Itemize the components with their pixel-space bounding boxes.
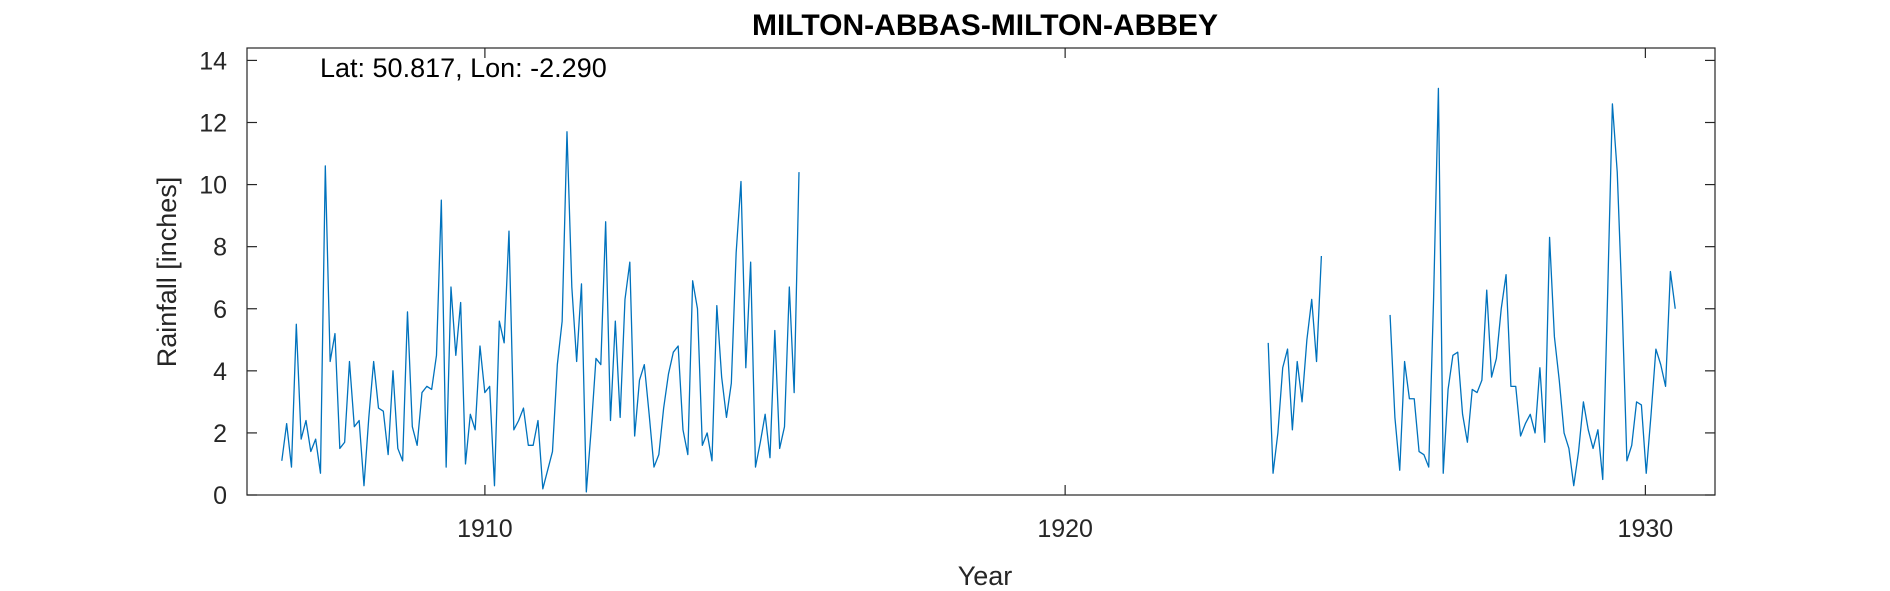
rainfall-line-segment-2 bbox=[1267, 255, 1323, 474]
y-tick-label: 14 bbox=[199, 47, 227, 75]
x-tick-label: 1930 bbox=[1618, 515, 1674, 543]
rainfall-line-segment-3 bbox=[1389, 87, 1676, 487]
rainfall-line-segment-1 bbox=[281, 131, 800, 493]
y-tick-label: 10 bbox=[199, 172, 227, 200]
chart-title: MILTON-ABBAS-MILTON-ABBEY bbox=[752, 9, 1218, 42]
y-tick-label: 12 bbox=[199, 110, 227, 138]
x-axis-label: Year bbox=[958, 561, 1013, 591]
y-tick-label: 0 bbox=[213, 482, 227, 510]
location-annotation: Lat: 50.817, Lon: -2.290 bbox=[320, 53, 607, 83]
axis-ticks: 0 2 4 6 8 10 12 14 1910 1920 1930 bbox=[199, 47, 1715, 543]
y-tick-label: 6 bbox=[213, 296, 227, 324]
x-tick-label: 1920 bbox=[1037, 515, 1093, 543]
series-layer bbox=[281, 87, 1676, 493]
y-tick-label: 2 bbox=[213, 420, 227, 448]
y-tick-label: 8 bbox=[213, 234, 227, 262]
x-tick-label: 1910 bbox=[457, 515, 513, 543]
y-axis-label: Rainfall [inches] bbox=[152, 177, 182, 368]
plot-frame bbox=[246, 47, 1716, 496]
plot-axes bbox=[246, 47, 1716, 496]
y-tick-label: 4 bbox=[213, 358, 227, 386]
